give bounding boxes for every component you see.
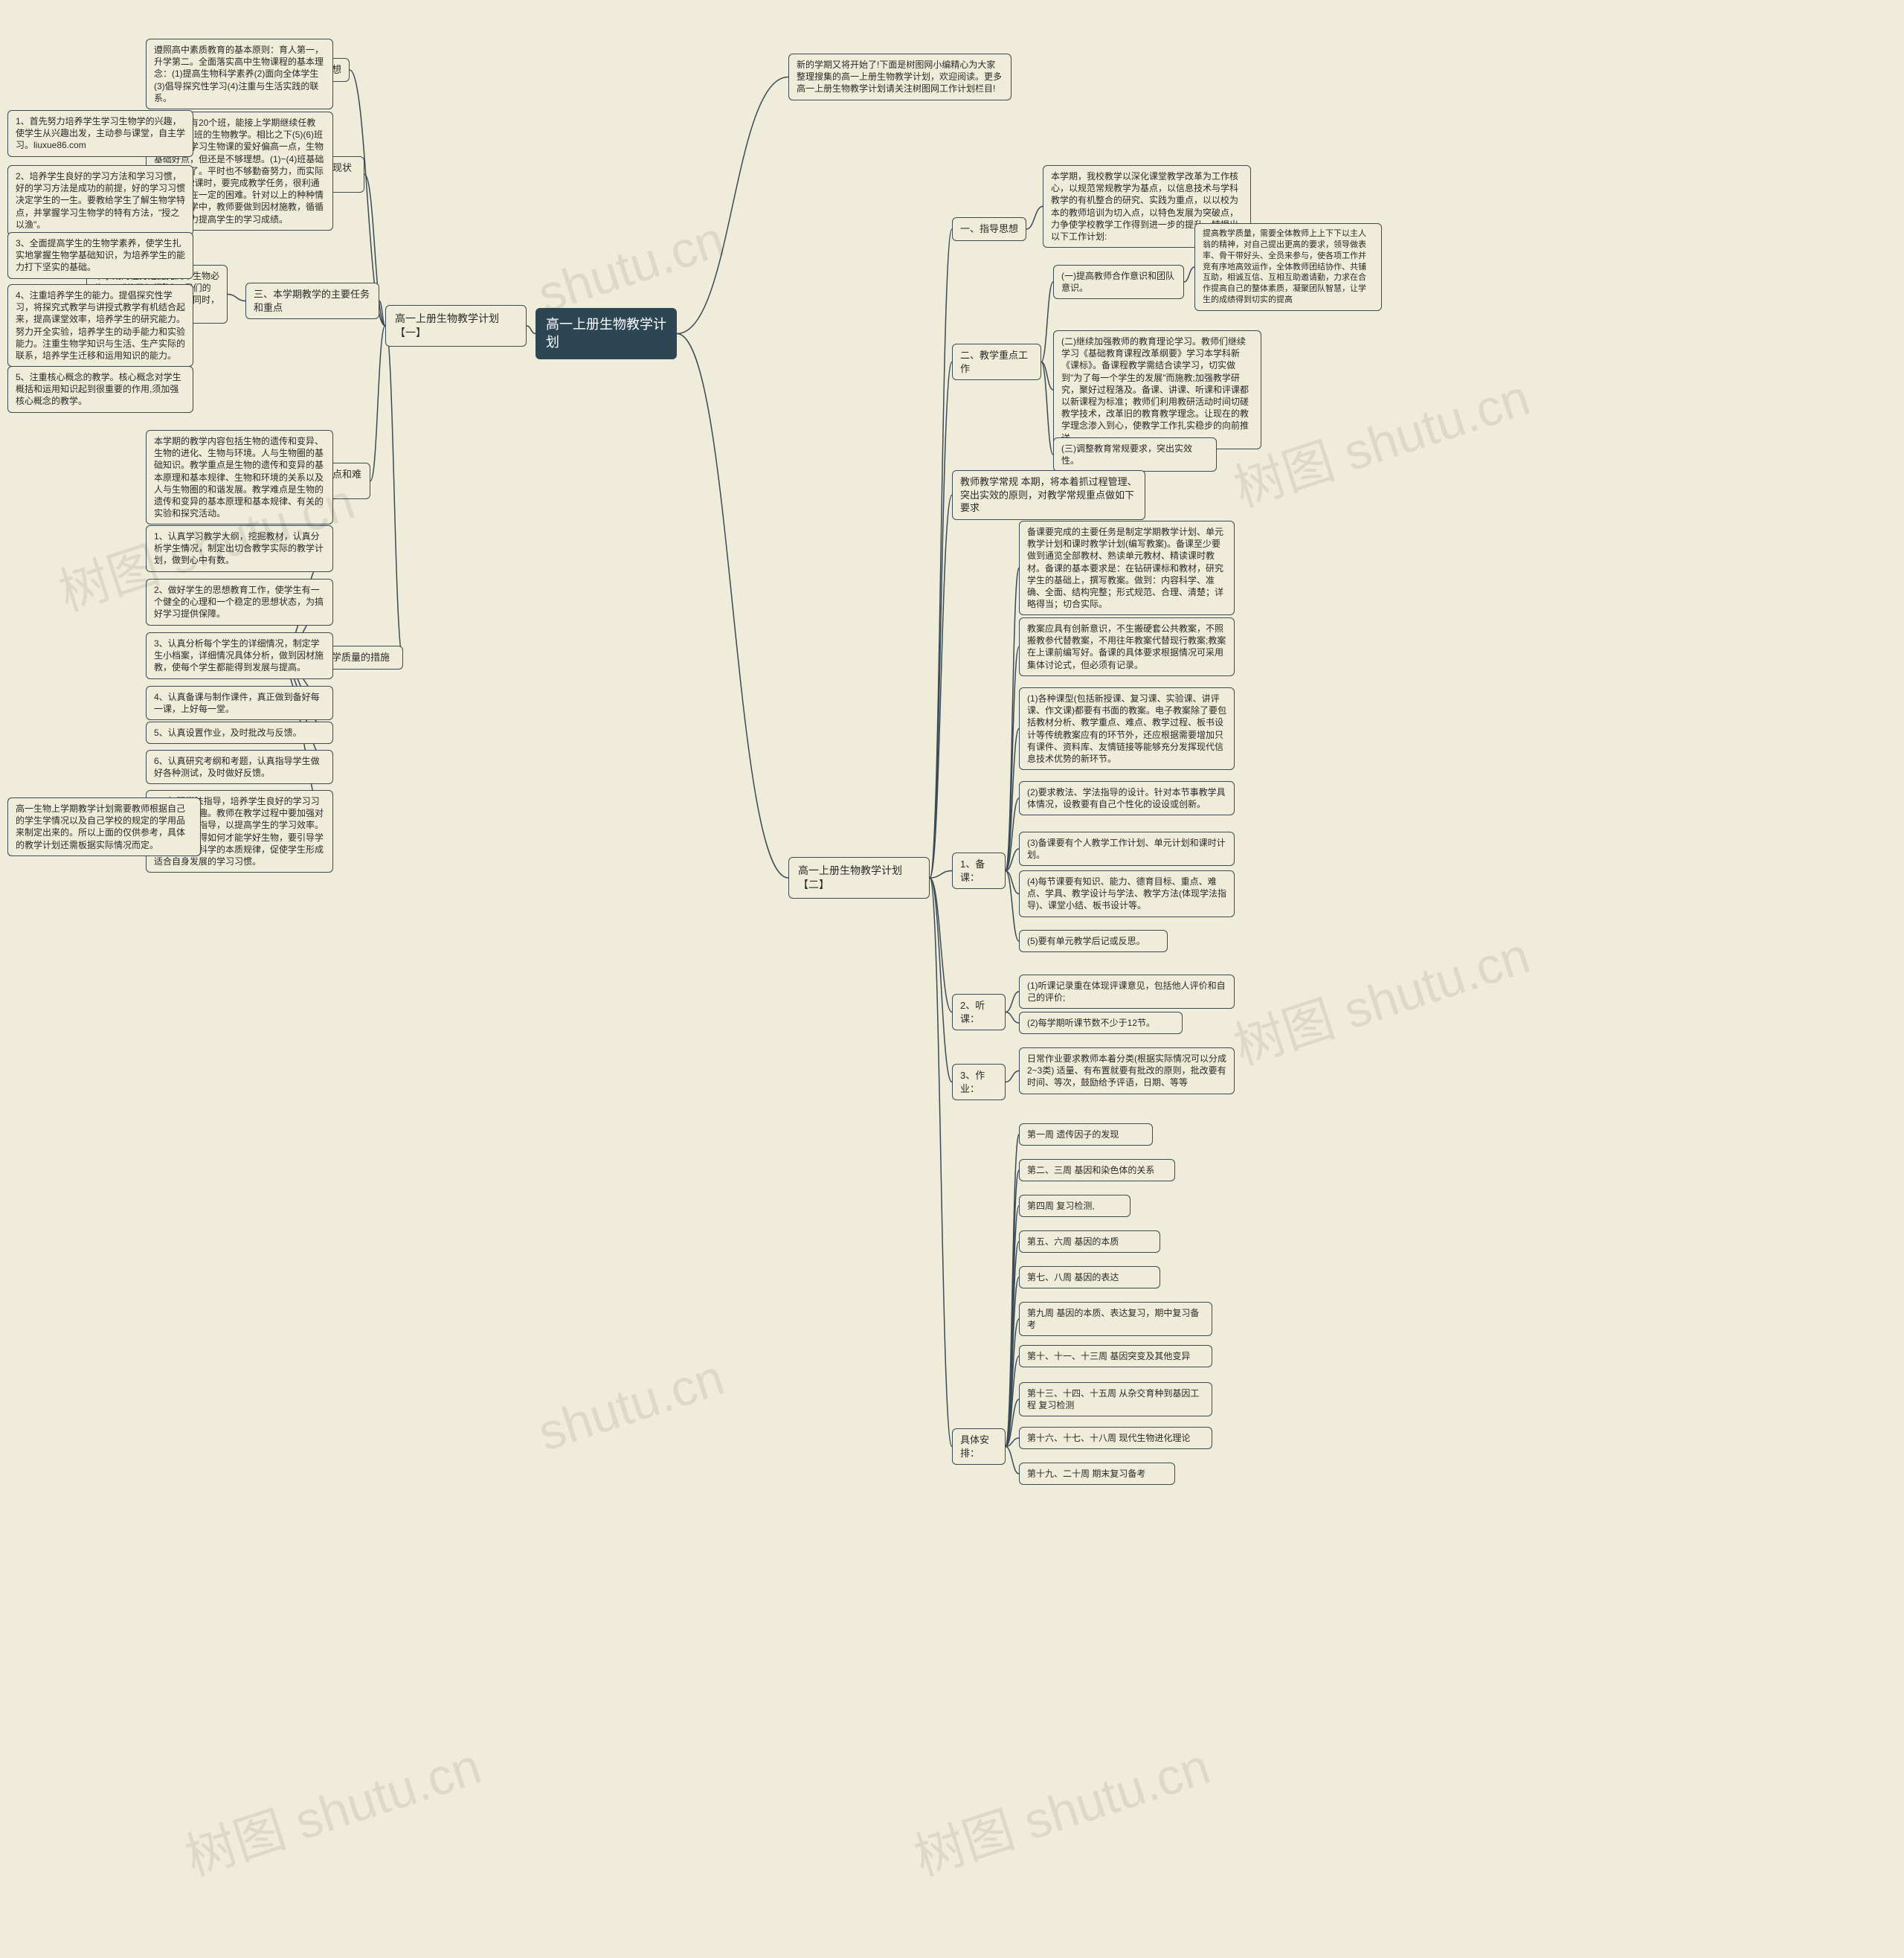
watermark: shutu.cn (531, 210, 731, 324)
p2s3_2: 2、听课： (952, 994, 1006, 1030)
p2s3_4e: 第七、八周 基因的表达 (1019, 1266, 1160, 1288)
p2s1: 一、指导思想 (952, 217, 1026, 241)
p1s5e: 5、认真设置作业，及时批改与反馈。 (146, 722, 333, 744)
p2s3_2a: (1)听课记录重在体现评课意见，包括他人评价和自己的评价; (1019, 975, 1235, 1009)
p2s3_4f: 第九周 基因的本质、表达复习，期中复习备考 (1019, 1302, 1212, 1336)
p1s5b: 2、做好学生的思想教育工作，使学生有一个健全的心理和一个稳定的思想状态，为搞好学… (146, 579, 333, 626)
p2s3_3: 3、作业： (952, 1064, 1006, 1100)
watermark: 树图 shutu.cn (1223, 914, 1537, 1079)
watermark: shutu.cn (531, 1348, 731, 1463)
p2s2: 二、教学重点工作 (952, 344, 1041, 380)
p2s3_2b: (2)每学期听课节数不少于12节。 (1019, 1012, 1183, 1034)
plan-2: 高一上册生物教学计划【二】 (788, 857, 930, 899)
p1s5d: 4、认真备课与制作课件，真正做到备好每一课，上好每一堂。 (146, 686, 333, 720)
p2s3_1b: 教案应具有创新意识，不生搬硬套公共教案，不照搬教参代替教案，不用往年教案代替现行… (1019, 617, 1235, 676)
p1s3a: 1、首先努力培养学生学习生物学的兴趣，使学生从兴趣出发，主动参与课堂，自主学习。… (7, 110, 193, 157)
p2s2a: (一)提高教师合作意识和团队意识。 (1053, 265, 1184, 299)
p1s4a: 本学期的教学内容包括生物的遗传和变异、生物的进化、生物与环境。人与生物圈的基础知… (146, 430, 333, 524)
p1s3: 三、本学期教学的主要任务和重点 (245, 283, 379, 319)
p1s5a: 1、认真学习教学大纲，挖掘教材，认真分析学生情况，制定出切合教学实际的教学计划，… (146, 525, 333, 572)
p1s1a: 遵照高中素质教育的基本原则：育人第一，升学第二。全面落实高中生物课程的基本理念：… (146, 39, 333, 109)
p2s3pre: 教师教学常规 本期，将本着抓过程管理、突出实效的原则，对教学常规重点做如下要求 (952, 470, 1145, 520)
p2s3_1a: 备课要完成的主要任务是制定学期教学计划、单元教学计划和课时教学计划(编写教案)。… (1019, 521, 1235, 615)
p2s3_4i: 第十六、十七、十八周 现代生物进化理论 (1019, 1427, 1212, 1449)
p2s3_4g: 第十、十一、十三周 基因突变及其他变异 (1019, 1345, 1212, 1367)
intro-note: 新的学期又将开始了!下面是树图网小编精心为大家整理搜集的高一上册生物教学计划，欢… (788, 54, 1012, 100)
p1s3e: 5、注重核心概念的教学。核心概念对学生概括和运用知识起到很重要的作用,须加强核心… (7, 366, 193, 413)
p2s3_4a: 第一周 遗传因子的发现 (1019, 1123, 1153, 1146)
p2s3_4j: 第十九、二十周 期末复习备考 (1019, 1463, 1175, 1485)
p2s3_3a: 日常作业要求教师本着分类(根据实际情况可以分成2~3类) 适量、有布置就要有批改… (1019, 1047, 1235, 1094)
p2s3_1c: (1)各种课型(包括新授课、复习课、实验课、讲评课、作文课)都要有书面的教案。电… (1019, 687, 1235, 770)
p2s3_4b: 第二、三周 基因和染色体的关系 (1019, 1159, 1175, 1181)
root-node: 高一上册生物教学计划 (536, 308, 677, 359)
p1s3b: 2、培养学生良好的学习方法和学习习惯，好的学习方法是成功的前提，好的学习习惯决定… (7, 165, 193, 236)
plan-1: 高一上册生物教学计划【一】 (385, 305, 527, 347)
p1s3d: 4、注重培养学生的能力。提倡探究性学习，将探究式教学与讲授式教学有机结合起来，提… (7, 284, 193, 367)
p2s3_4d: 第五、六周 基因的本质 (1019, 1230, 1160, 1253)
p1s3c: 3、全面提高学生的生物学素养，使学生扎实地掌握生物学基础知识，为培养学生的能力打… (7, 232, 193, 279)
watermark: 树图 shutu.cn (175, 1725, 489, 1890)
p2s3_1g: (5)要有单元教学后记或反思。 (1019, 930, 1168, 952)
watermark: 树图 shutu.cn (904, 1725, 1218, 1890)
p2s3_1d: (2)要求教法、学法指导的设计。针对本节事教学具体情况，设教要有自己个性化的设设… (1019, 781, 1235, 815)
p1s5f: 6、认真研究考纲和考题，认真指导学生做好各种测试，及时做好反馈。 (146, 750, 333, 784)
p2s3_4h: 第十三、十四、十五周 从杂交育种到基因工程 复习检测 (1019, 1382, 1212, 1416)
p1s5p: 高一生物上学期教学计划需要教师根据自己的学生学情况以及自己学校的规定的学用品来制… (7, 797, 201, 856)
p2s3_1: 1、备课： (952, 853, 1006, 889)
p2s2b: (二)继续加强教师的教育理论学习。教师们继续学习《基础教育课程改革纲要》学习本学… (1053, 330, 1261, 449)
watermark: 树图 shutu.cn (1223, 356, 1537, 521)
p2s2c: (三)调整教育常规要求，突出实效性。 (1053, 437, 1217, 472)
p2s2a1: 提高教学质量，需要全体教师上上下下以主人翁的精神，对自己提出更高的要求，领导做表… (1194, 223, 1382, 311)
p2s3_1f: (4)每节课要有知识、能力、德育目标、重点、难点、学具、教学设计与学法、教学方法… (1019, 870, 1235, 917)
p2s3_4: 具体安排： (952, 1428, 1006, 1465)
p2s3_4c: 第四周 复习检测, (1019, 1195, 1130, 1217)
p1s5c: 3、认真分析每个学生的详细情况，制定学生小档案，详细情况具体分析，做到因材施教，… (146, 632, 333, 679)
p2s3_1e: (3)备课要有个人教学工作计划、单元计划和课时计划。 (1019, 832, 1235, 866)
